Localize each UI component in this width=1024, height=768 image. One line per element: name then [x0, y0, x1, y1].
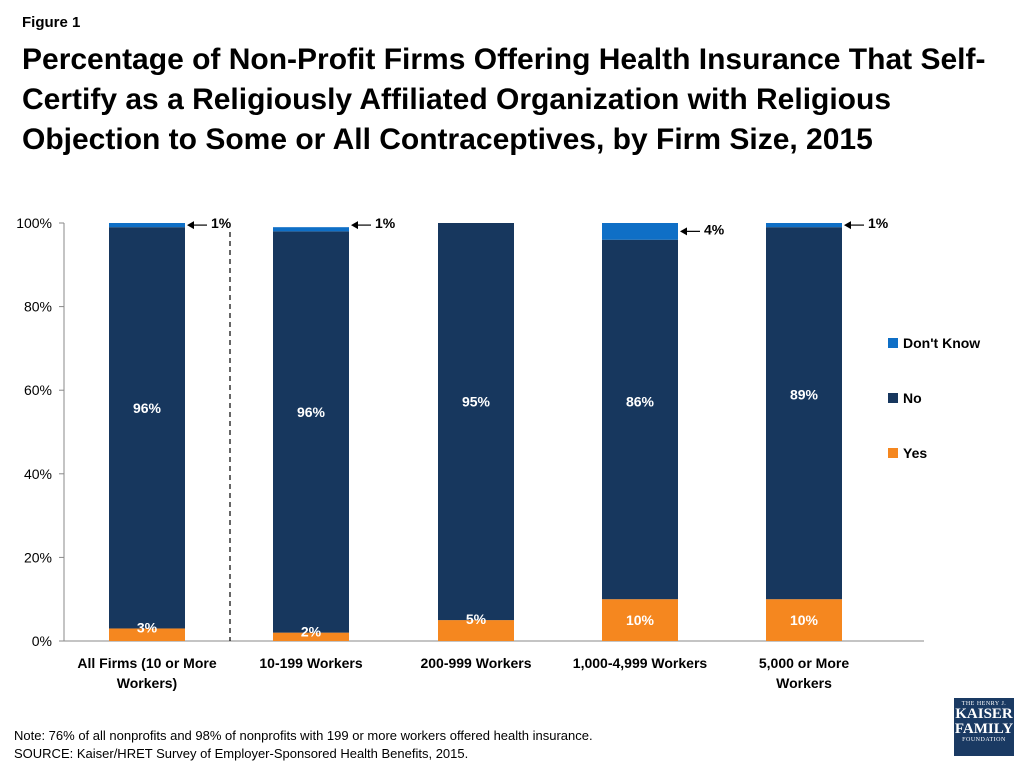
data-label-yes: 3% [137, 619, 158, 635]
data-label-no: 86% [626, 393, 655, 409]
bar-segment-yes [766, 599, 842, 641]
logo-line-4: FOUNDATION [962, 737, 1006, 743]
bar-segment-yes [438, 620, 514, 641]
bar-segment-don-t-know [766, 223, 842, 228]
bar-segment-no [766, 227, 842, 600]
bar-segment-no [438, 223, 514, 621]
logo-line-2: KAISER [955, 706, 1013, 722]
bar-segment-yes [109, 628, 185, 641]
data-label-no: 96% [297, 404, 326, 420]
data-label-no: 95% [462, 394, 491, 410]
data-label-dont-know: 1% [868, 215, 889, 231]
x-category-label: 5,000 or More [759, 655, 849, 671]
chart-title-line-3: Objection to Some or All Contraceptives,… [22, 123, 873, 156]
bar-segment-no [273, 231, 349, 633]
bar-segment-yes [602, 599, 678, 641]
data-label-yes: 5% [466, 611, 487, 627]
data-label-yes: 10% [626, 612, 655, 628]
y-tick-label: 40% [24, 466, 52, 482]
chart-source: SOURCE: Kaiser/HRET Survey of Employer-S… [14, 746, 469, 761]
x-category-label: 200-999 Workers [420, 655, 531, 671]
bar-segment-don-t-know [109, 223, 185, 228]
bar-segment-no [602, 239, 678, 600]
bar-segment-don-t-know [273, 227, 349, 232]
legend-label-no: No [903, 390, 922, 406]
data-label-no: 89% [790, 387, 819, 403]
data-label-dont-know: 4% [704, 221, 725, 237]
legend-swatch-yes [888, 448, 898, 458]
logo-line-3: FAMILY [954, 721, 1014, 737]
legend-label-yes: Yes [903, 445, 927, 461]
data-label-arrowhead [680, 227, 687, 236]
x-category-label: 1,000-4,999 Workers [573, 655, 708, 671]
data-label-arrowhead [187, 221, 194, 230]
bar-segment-don-t-know [602, 223, 678, 240]
figure-label: Figure 1 [22, 14, 81, 31]
legend-label-don-t-know: Don't Know [903, 335, 980, 351]
data-label-dont-know: 1% [211, 215, 232, 231]
data-label-arrowhead [844, 221, 851, 230]
y-tick-label: 80% [24, 299, 52, 315]
y-tick-label: 0% [32, 633, 52, 649]
chart-title-line-2: Certify as a Religiously Affiliated Orga… [22, 83, 892, 116]
y-tick-label: 20% [24, 549, 52, 565]
bar-segment-no [109, 227, 185, 629]
data-label-arrowhead [351, 221, 358, 230]
x-category-label: Workers) [117, 675, 177, 691]
data-label-dont-know: 1% [375, 215, 396, 231]
bar-segment-yes [273, 632, 349, 641]
y-tick-label: 100% [16, 215, 52, 231]
chart-title: Percentage of Non-Profit Firms Offering … [22, 40, 1002, 160]
x-category-label: 10-199 Workers [259, 655, 362, 671]
kaiser-family-foundation-logo: THE HENRY J. KAISER FAMILY FOUNDATION [954, 698, 1014, 756]
x-category-label: All Firms (10 or More [77, 655, 216, 671]
logo-line-1: THE HENRY J. [961, 701, 1007, 707]
legend-swatch-no [888, 393, 898, 403]
legend-swatch-don-t-know [888, 338, 898, 348]
data-label-yes: 10% [790, 612, 819, 628]
x-category-label: Workers [776, 675, 832, 691]
data-label-no: 96% [133, 400, 162, 416]
chart-title-line-1: Percentage of Non-Profit Firms Offering … [22, 43, 986, 76]
y-tick-label: 60% [24, 382, 52, 398]
chart-note: Note: 76% of all nonprofits and 98% of n… [14, 728, 593, 743]
data-label-yes: 2% [301, 624, 322, 640]
